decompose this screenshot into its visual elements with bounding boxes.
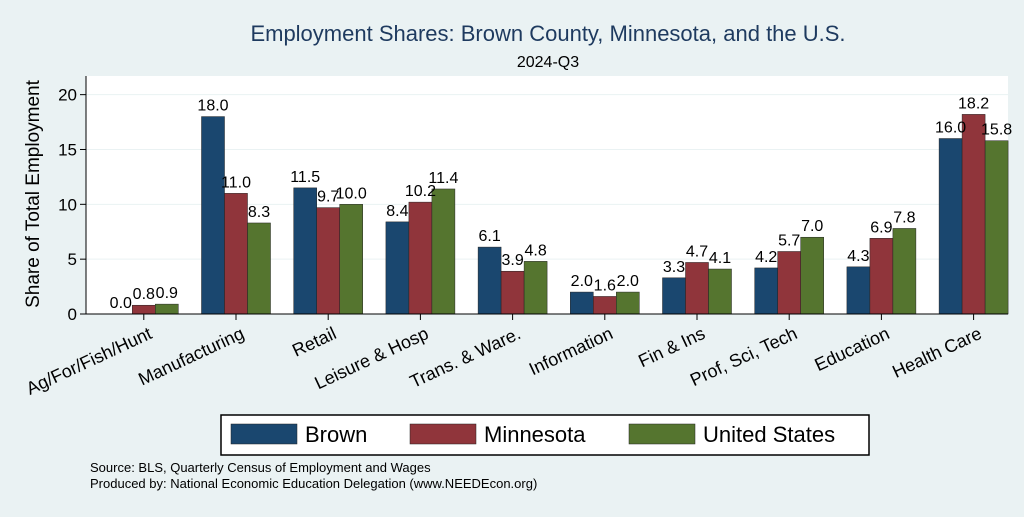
bar-united-states <box>984 140 1009 315</box>
y-tick-label: 0 <box>68 305 77 324</box>
bar-brown <box>293 187 317 315</box>
bar-value-label: 4.3 <box>847 248 869 265</box>
bar-united-states <box>155 303 179 315</box>
y-tick-label: 20 <box>58 86 77 105</box>
bar-value-label: 11.4 <box>428 170 458 187</box>
y-axis-label: Share of Total Employment <box>23 79 44 307</box>
bar-united-states <box>431 188 456 315</box>
bar-value-label: 11.0 <box>221 174 251 191</box>
bar-value-label: 4.1 <box>709 250 731 267</box>
bar-value-label: 8.3 <box>248 204 270 221</box>
bar-brown <box>385 221 410 315</box>
bar-value-label: 6.1 <box>478 228 500 245</box>
bar-minnesota <box>869 238 894 315</box>
bar-value-label: 6.9 <box>870 219 892 236</box>
y-tick-label: 10 <box>58 195 77 214</box>
chart-title: Employment Shares: Brown County, Minneso… <box>250 21 845 46</box>
bar-value-label: 18.0 <box>197 98 228 115</box>
bar-value-label: 10.0 <box>336 185 367 202</box>
bar-united-states <box>339 204 363 315</box>
bar-brown <box>201 116 225 315</box>
bar-minnesota <box>685 262 709 315</box>
bar-value-label: 2.0 <box>571 273 593 290</box>
bar-united-states <box>800 236 824 315</box>
bar-value-label: 3.9 <box>501 252 523 269</box>
bar-value-label: 4.2 <box>755 249 777 266</box>
bar-value-label: 2.0 <box>617 273 639 290</box>
bar-united-states <box>523 261 548 315</box>
bar-value-label: 8.4 <box>386 203 408 220</box>
y-tick-label: 5 <box>68 250 77 269</box>
bar-minnesota <box>500 270 525 315</box>
bar-value-label: 11.5 <box>290 169 320 186</box>
bar-value-label: 15.8 <box>981 122 1012 139</box>
legend-label: Brown <box>305 422 367 447</box>
legend-label: United States <box>703 422 835 447</box>
bar-minnesota <box>961 114 986 315</box>
chart-subtitle: 2024-Q3 <box>517 54 579 71</box>
source-note: Source: BLS, Quarterly Census of Employm… <box>90 460 431 475</box>
bar-value-label: 3.3 <box>663 259 685 276</box>
bar-minnesota <box>593 296 617 315</box>
bar-minnesota <box>132 304 156 315</box>
bar-value-label: 7.8 <box>893 209 915 226</box>
bar-value-label: 9.7 <box>317 189 339 206</box>
bar-minnesota <box>316 207 340 315</box>
y-tick-label: 15 <box>58 140 77 159</box>
bar-value-label: 16.0 <box>935 120 966 137</box>
bar-brown <box>570 291 594 315</box>
legend: Brown Minnesota United States <box>220 414 870 456</box>
legend-swatch-minnesota <box>409 423 477 445</box>
legend-label: Minnesota <box>484 422 586 447</box>
bar-united-states <box>616 291 640 315</box>
bar-value-label: 10.2 <box>405 183 436 200</box>
bar-brown <box>938 138 963 315</box>
bar-brown <box>662 277 686 315</box>
bar-value-label: 0.8 <box>133 286 155 303</box>
bar-brown <box>754 267 778 315</box>
bar-united-states <box>708 268 732 315</box>
bar-value-label: 1.6 <box>594 277 616 294</box>
legend-box <box>220 414 870 456</box>
bar-value-label: 4.7 <box>686 243 708 260</box>
bar-minnesota <box>408 201 433 315</box>
bar-brown <box>846 266 871 315</box>
bar-value-label: 7.0 <box>801 218 823 235</box>
bars-layer <box>132 114 1009 315</box>
bar-minnesota <box>224 193 248 315</box>
bar-value-label: 0.0 <box>110 295 132 312</box>
bar-value-label: 5.7 <box>778 232 800 249</box>
bar-united-states <box>247 222 271 315</box>
bar-value-label: 4.8 <box>524 242 546 259</box>
produced-note: Produced by: National Economic Education… <box>90 476 537 491</box>
bar-value-label: 0.9 <box>156 285 178 302</box>
bar-brown <box>477 246 502 315</box>
legend-swatch-united-states <box>628 423 696 445</box>
bar-minnesota <box>777 251 801 315</box>
bar-labels-layer: 0.0 18.0 11.5 8.4 6.1 2.0 3.3 4.2 4.3 16.0 0.8 11.0… <box>110 95 1013 312</box>
bar-united-states <box>892 228 917 315</box>
bar-value-label: 18.2 <box>958 95 989 112</box>
legend-swatch-brown <box>230 423 298 445</box>
